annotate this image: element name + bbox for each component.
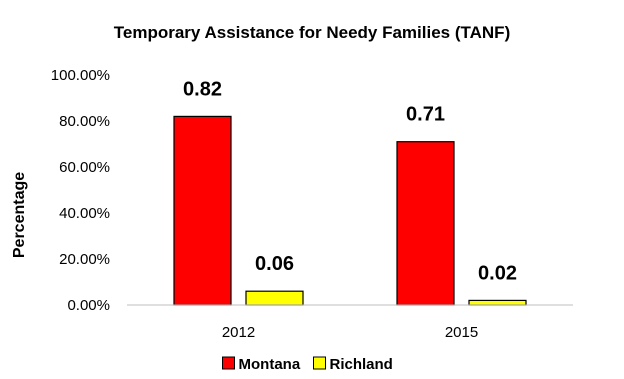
x-tick-label: 2012: [222, 324, 255, 341]
legend-label-montana: Montana: [239, 356, 301, 373]
data-label-montana-2012: 0.82: [183, 78, 222, 100]
bar-montana-2015: [396, 141, 455, 306]
data-label-montana-2015: 0.71: [406, 104, 445, 126]
legend-swatch-montana: [222, 356, 235, 370]
y-axis-label: Percentage: [11, 172, 28, 258]
x-axis-categories: 2012 2015: [222, 324, 478, 341]
legend: Montana Richland: [222, 356, 393, 373]
y-axis-ticks: 0.00% 20.00% 40.00% 60.00% 80.00% 100.00%: [51, 67, 110, 314]
bar-richland-2012: [245, 290, 304, 306]
data-labels: 0.82 0.06 0.71 0.02: [183, 78, 517, 284]
data-label-richland-2012: 0.06: [255, 253, 294, 275]
x-tick-label: 2015: [445, 324, 478, 341]
y-tick-label: 0.00%: [67, 297, 110, 314]
y-tick-label: 20.00%: [59, 251, 110, 268]
legend-swatch-richland: [313, 356, 326, 370]
y-tick-label: 100.00%: [51, 67, 110, 84]
bars: [173, 115, 527, 306]
y-tick-label: 60.00%: [59, 159, 110, 176]
chart-title: Temporary Assistance for Needy Families …: [114, 23, 510, 42]
y-tick-label: 40.00%: [59, 205, 110, 222]
y-tick-label: 80.00%: [59, 113, 110, 130]
data-label-richland-2015: 0.02: [478, 262, 517, 284]
bar-richland-2015: [468, 299, 527, 306]
legend-label-richland: Richland: [330, 356, 393, 373]
bar-montana-2012: [173, 115, 232, 306]
